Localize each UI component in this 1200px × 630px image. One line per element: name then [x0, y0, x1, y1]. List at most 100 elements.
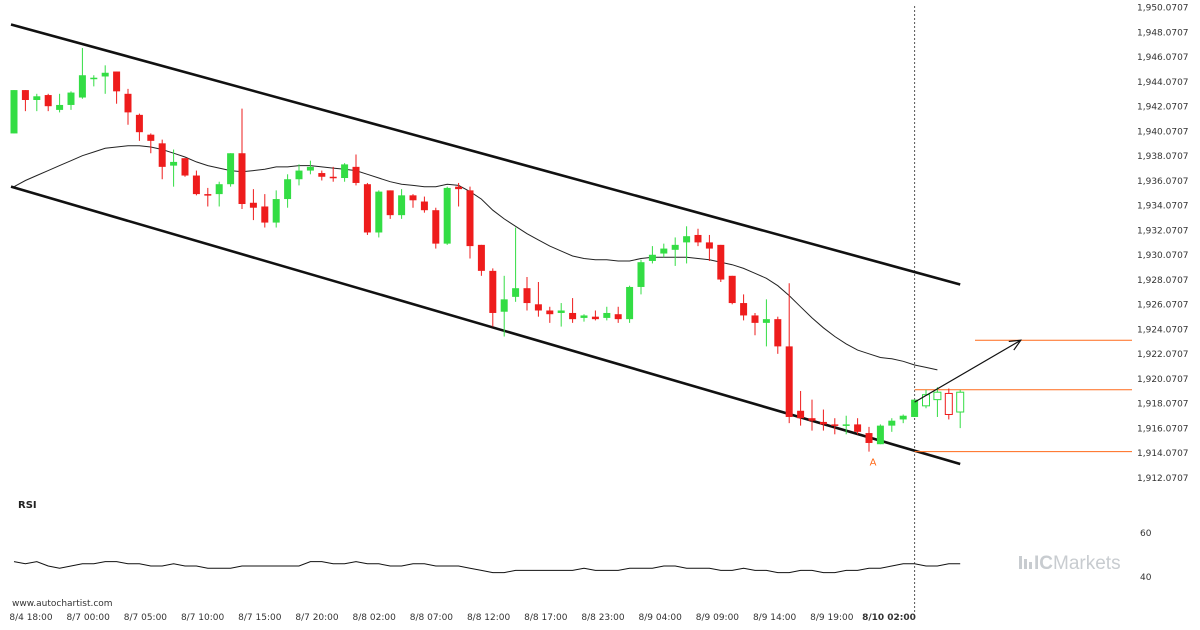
price-tick-label: 1,912.0707: [1137, 474, 1189, 484]
bullish-candle: [101, 72, 109, 77]
bearish-candle: [455, 186, 463, 190]
bearish-candle: [865, 433, 873, 443]
bearish-candle: [135, 114, 143, 133]
price-tick-label: 1,946.0707: [1137, 53, 1189, 63]
bearish-candle: [785, 346, 793, 417]
projection-bullish-candle: [933, 391, 942, 401]
bullish-candle: [876, 425, 884, 445]
time-tick-label: 8/8 07:00: [410, 613, 454, 623]
bearish-candle: [831, 424, 839, 426]
bullish-candle: [557, 310, 565, 313]
time-tick-label: 8/8 23:00: [581, 613, 625, 623]
bullish-candle: [284, 179, 292, 200]
time-tick-label: 8/7 15:00: [238, 613, 282, 623]
forecast-arrow-line: [914, 339, 1022, 403]
time-tick-label: 8/7 20:00: [295, 613, 339, 623]
rsi-panel: RSI: [18, 500, 37, 511]
time-tick-label: 8/7 10:00: [181, 613, 225, 623]
bearish-candle: [21, 90, 29, 100]
channel-lower-line: [10, 185, 961, 466]
price-tick-label: 1,932.0707: [1137, 226, 1189, 236]
time-tick-label: 8/8 12:00: [467, 613, 511, 623]
bearish-candle: [523, 288, 531, 304]
bearish-candle: [819, 421, 827, 425]
price-tick-label: 1,916.0707: [1137, 424, 1189, 434]
bullish-candle: [626, 286, 634, 320]
bearish-candle: [261, 206, 269, 223]
bearish-candle: [797, 410, 805, 419]
bearish-candle: [569, 312, 577, 320]
bullish-candle: [842, 424, 850, 426]
rsi-line: [13, 561, 961, 574]
bearish-candle: [192, 175, 200, 195]
bearish-candle: [534, 304, 542, 311]
price-tick-label: 1,940.0707: [1137, 127, 1189, 137]
time-tick-label: 8/8 17:00: [524, 613, 568, 623]
bearish-candle: [363, 184, 371, 233]
bullish-candle: [56, 104, 64, 110]
bearish-candle: [249, 202, 257, 208]
bearish-candle: [717, 244, 725, 280]
price-tick-label: 1,928.0707: [1137, 276, 1189, 286]
price-tick-label: 1,918.0707: [1137, 400, 1189, 410]
icmarkets-logo: ICMarkets: [1019, 553, 1121, 574]
bullish-candle: [660, 248, 668, 254]
bearish-candle: [489, 270, 497, 313]
time-tick-label: 8/9 19:00: [810, 613, 854, 623]
bearish-candle: [694, 234, 702, 243]
bearish-candle: [158, 143, 166, 167]
bearish-candle: [546, 310, 554, 315]
bearish-candle: [728, 275, 736, 304]
price-tick-label: 1,922.0707: [1137, 350, 1189, 360]
bullish-candle: [375, 191, 383, 233]
channel-upper-line: [10, 23, 961, 286]
source-watermark: www.autochartist.com: [12, 599, 113, 609]
bullish-candle: [911, 399, 919, 417]
price-tick-label: 1,938.0707: [1137, 152, 1189, 162]
price-tick-label: 1,930.0707: [1137, 251, 1189, 261]
bullish-candle: [603, 312, 611, 318]
svg-text:ICMarkets: ICMarkets: [1034, 553, 1121, 574]
price-tick-label: 1,934.0707: [1137, 202, 1189, 212]
projection-bullish-candle: [956, 391, 965, 413]
price-tick-label: 1,942.0707: [1137, 103, 1189, 113]
bullish-candle: [500, 299, 508, 312]
bullish-candle: [899, 415, 907, 420]
bullish-candle: [580, 315, 588, 318]
price-tick-label: 1,920.0707: [1137, 375, 1189, 385]
bullish-candle: [762, 319, 770, 323]
bearish-candle: [614, 314, 622, 320]
rsi-tick-label: 60: [1140, 529, 1152, 539]
bullish-candle: [648, 254, 656, 261]
bearish-candle: [318, 173, 326, 177]
bullish-candle: [33, 96, 41, 100]
rsi-tick-label: 40: [1140, 573, 1152, 583]
bearish-candle: [420, 201, 428, 211]
price-tick-label: 1,944.0707: [1137, 78, 1189, 88]
time-tick-label: 8/7 00:00: [67, 613, 111, 623]
bullish-candle: [512, 288, 520, 297]
time-tick-label: 8/9 09:00: [696, 613, 740, 623]
bearish-candle: [751, 315, 759, 323]
bearish-candle: [705, 242, 713, 249]
time-tick-label: 8/7 05:00: [124, 613, 168, 623]
bearish-candle: [409, 195, 417, 201]
projection-bullish-candle: [922, 394, 930, 407]
time-tick-label: 8/8 02:00: [353, 613, 397, 623]
bearish-candle: [147, 134, 155, 141]
bearish-candle: [854, 424, 862, 432]
bullish-candle: [683, 236, 691, 243]
rsi-panel-label: RSI: [18, 500, 37, 511]
bearish-candle: [352, 166, 360, 183]
bearish-candle: [466, 190, 474, 247]
bullish-candle: [78, 75, 86, 98]
bullish-candle: [67, 92, 75, 105]
forecast-arrowhead: [1008, 339, 1023, 351]
bullish-candle: [306, 166, 314, 171]
price-tick-label: 1,914.0707: [1137, 449, 1189, 459]
bullish-candle: [170, 161, 178, 166]
price-tick-label: 1,926.0707: [1137, 301, 1189, 311]
bullish-candle: [671, 244, 679, 250]
bullish-candle: [10, 90, 18, 134]
